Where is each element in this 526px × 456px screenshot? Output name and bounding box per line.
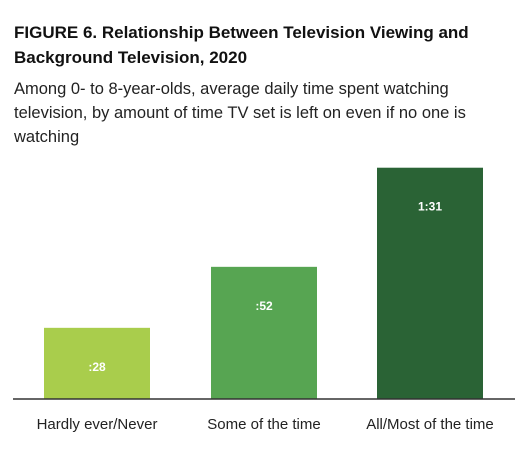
bar-3 (377, 167, 483, 399)
category-label-3: All/Most of the time (366, 416, 494, 433)
category-label-2: Some of the time (207, 416, 320, 433)
bar-value-label-3: 1:31 (418, 200, 442, 214)
bar-value-label-1: :28 (88, 360, 106, 374)
bar-value-label-2: :52 (255, 299, 273, 313)
bar-1 (44, 327, 150, 399)
bar-2 (211, 266, 317, 399)
chart-subtitle: Among 0- to 8-year-olds, average daily t… (14, 80, 466, 146)
chart-title: FIGURE 6. Relationship Between Televisio… (14, 23, 469, 67)
category-label-1: Hardly ever/Never (37, 416, 158, 433)
